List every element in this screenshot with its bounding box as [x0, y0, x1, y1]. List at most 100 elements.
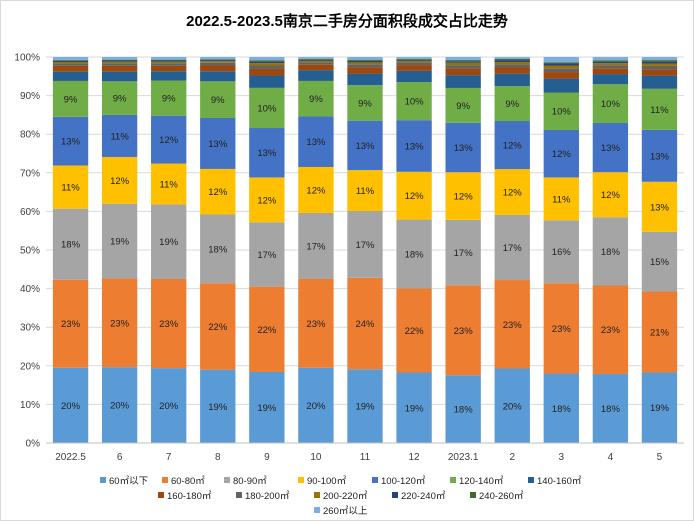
data-label: 17% [503, 243, 523, 254]
bar-segment [200, 369, 236, 443]
data-label: 18% [61, 240, 81, 251]
bar-segment [101, 61, 138, 64]
data-label: 19% [208, 402, 228, 413]
data-label: 10% [257, 103, 277, 114]
bar-segment [347, 57, 383, 60]
bar-segment [347, 73, 383, 86]
bar-segment [641, 60, 678, 62]
data-label: 20% [110, 401, 130, 412]
bar-segment [396, 219, 432, 289]
bar-segment [101, 278, 138, 368]
bar-segment [641, 75, 678, 89]
bar-segment [641, 129, 678, 182]
data-label: 11% [650, 105, 669, 116]
legend-label: 100-120㎡ [381, 476, 426, 487]
x-tick-label: 7 [166, 452, 172, 463]
bar-segment [592, 122, 629, 173]
bar-segment [543, 72, 579, 79]
data-label: 12% [257, 195, 277, 206]
legend-swatch [298, 477, 304, 483]
data-label: 22% [257, 325, 277, 336]
data-label: 13% [257, 148, 277, 159]
bar-segment [347, 85, 383, 121]
data-label: 18% [405, 250, 425, 261]
data-label: 13% [355, 141, 375, 152]
bar-segment [200, 62, 236, 66]
bar-segment [101, 367, 138, 443]
legend-label: 120-140㎡ [459, 476, 504, 487]
bar-segment [494, 169, 530, 215]
data-label: 12% [503, 188, 523, 199]
bar-segment [396, 60, 432, 63]
x-tick-label: 3 [559, 452, 565, 463]
data-label: 11% [356, 186, 375, 197]
data-label: 23% [159, 319, 179, 330]
bar-segment [445, 65, 481, 69]
bar-segment [52, 80, 89, 117]
legend-label: 180-200㎡ [245, 491, 290, 502]
data-label: 13% [306, 137, 326, 148]
bar-segment [494, 67, 530, 74]
bar-segment [298, 167, 334, 213]
data-label: 20% [61, 401, 81, 412]
x-tick-label: 5 [657, 452, 663, 463]
bar-segment [494, 86, 530, 122]
bar-segment [249, 68, 285, 76]
bar-segment [151, 61, 187, 64]
data-label: 22% [405, 326, 425, 337]
data-label: 20% [159, 401, 179, 412]
data-label: 17% [355, 240, 375, 251]
bar-segment [445, 57, 481, 61]
bar-segment [445, 68, 481, 76]
bar-segment [298, 116, 334, 168]
legend-label: 160-180㎡ [167, 491, 212, 502]
bar-segment [200, 57, 236, 60]
data-label: 12% [159, 135, 179, 146]
data-label: 13% [61, 137, 81, 148]
bar-segment [151, 278, 187, 369]
bar-segment [298, 62, 334, 65]
bar-segment [101, 81, 138, 115]
data-label: 19% [405, 403, 425, 414]
data-label: 22% [208, 322, 228, 333]
x-axis: 2022.5 6 7 8 9 10 11 12 2023.1 2 3 4 5 [46, 442, 684, 463]
bar-segment [592, 63, 629, 66]
bar-segment [445, 60, 481, 62]
bar-segment [347, 170, 383, 212]
bar-segment [543, 92, 579, 130]
data-label: 11% [552, 194, 571, 205]
bar-segment [298, 64, 334, 71]
bar-segment [298, 58, 334, 60]
legend-label: 220-240㎡ [401, 491, 446, 502]
data-label: 20% [503, 401, 523, 412]
data-label: 19% [355, 402, 375, 413]
bar-segment [298, 278, 334, 368]
legend-swatch [528, 477, 534, 483]
bar-segment [52, 63, 89, 66]
data-label: 18% [454, 405, 474, 416]
legend-swatch [392, 492, 398, 498]
y-axis: 0% 10% 20% 30% 40% 50% 60% 70% 80% 90% 100% [14, 53, 40, 450]
data-label: 23% [306, 319, 326, 330]
bar-segment [543, 373, 579, 443]
bar-segment [249, 57, 285, 61]
bar-segment [347, 64, 383, 68]
data-label: 9% [113, 94, 127, 105]
bar-segment [151, 368, 187, 443]
y-tick-label: 80% [20, 130, 40, 141]
legend-label: 140-160㎡ [537, 476, 582, 487]
bar-segment [52, 71, 89, 81]
data-label: 9% [358, 98, 372, 109]
data-label: 19% [110, 237, 130, 248]
y-tick-label: 0% [26, 439, 41, 450]
legend-swatch [450, 477, 456, 483]
bar-segment [445, 219, 481, 286]
bar-segment [494, 73, 530, 87]
bars [52, 57, 678, 443]
bar-segment [445, 87, 481, 123]
bar-segment [151, 80, 187, 116]
data-label: 19% [159, 237, 179, 248]
data-label: 24% [355, 319, 375, 330]
bar-segment [249, 177, 285, 223]
bar-segment [298, 59, 334, 61]
